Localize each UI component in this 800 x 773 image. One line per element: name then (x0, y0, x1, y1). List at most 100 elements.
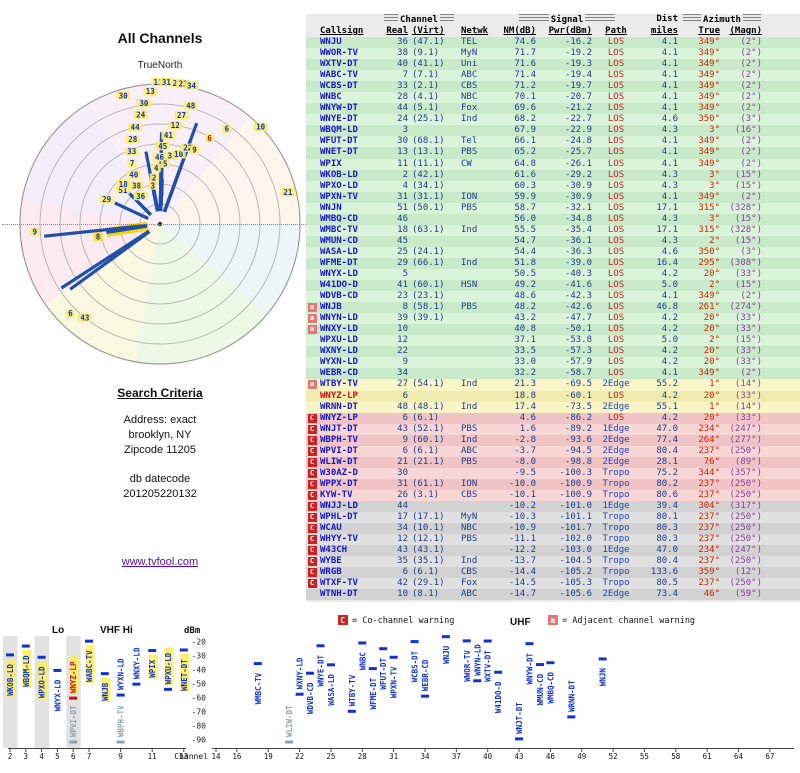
callsign-link[interactable]: WRGB (320, 567, 342, 578)
callsign-link[interactable]: WNJU (320, 37, 342, 47)
azimuth-magn-cell: (2°) (740, 191, 762, 202)
network-cell: ABC (461, 70, 478, 81)
callsign-link[interactable]: WBPH-TV (320, 434, 358, 445)
callsign-link[interactable]: WNET-DT (320, 147, 358, 158)
warning-marker: C (307, 524, 317, 534)
callsign-link[interactable]: WXTV-DT (320, 59, 358, 70)
azimuth-magn-cell: (33°) (734, 313, 762, 324)
callsign-link[interactable]: WFME-DT (320, 257, 358, 268)
callsign-link[interactable]: WMUN-CD (320, 235, 358, 246)
callsign-link[interactable]: WDVB-CD (320, 291, 358, 302)
network-cell: PBS (461, 423, 478, 434)
callsign-link[interactable]: W30AZ-D (320, 467, 358, 478)
callsign-link[interactable]: WPXN-TV (320, 191, 358, 202)
station-callsign-label: WNJB (101, 682, 110, 701)
callsign-link[interactable]: WASA-LD (320, 246, 358, 257)
callsign-link[interactable]: WNYE-DT (320, 114, 358, 125)
virtual-channel-cell: (31.1) (412, 191, 445, 202)
warning-marker-cell (306, 170, 318, 181)
real-channel-cell: 35 (397, 556, 408, 567)
real-channel-cell: 11 (397, 158, 408, 169)
warning-marker-cell (306, 125, 318, 136)
callsign-link[interactable]: WNJJ-LD (320, 500, 358, 511)
network-cell (454, 181, 494, 192)
path-cell: 1Edge (602, 423, 630, 434)
station-marker (285, 740, 294, 744)
nm-db-cell: 48.6 (514, 291, 536, 302)
pwr-dbm-cell: -100.3 (559, 467, 592, 478)
virtual-channel-cell: (58.1) (412, 302, 445, 313)
callsign-link[interactable]: WNYZ-LP (320, 390, 358, 401)
spectrum-station: W41DO-D (494, 670, 503, 713)
real-channel-cell: 6 (402, 567, 408, 578)
callsign-link[interactable]: WTXF-TV (320, 578, 358, 589)
station-callsign-label: WDVB-CD (306, 682, 315, 714)
callsign-link[interactable]: WHYY-TV (320, 534, 358, 545)
station-marker (462, 639, 471, 643)
callsign-link[interactable]: WPXO-LD (320, 180, 358, 191)
callsign-link[interactable]: WMBQ-CD (320, 213, 358, 224)
path-cell: 2Edge (602, 434, 630, 445)
callsign-link[interactable]: WTBY-TV (320, 379, 358, 390)
callsign-link[interactable]: WCBS-DT (320, 81, 358, 92)
station-marker (389, 655, 398, 659)
network-cell: ION (461, 478, 478, 489)
tvfool-link[interactable]: www.tvfool.com (121, 556, 199, 568)
path-cell: LOS (607, 114, 625, 125)
station-marker (483, 639, 492, 643)
callsign-link[interactable]: WLIW-DT (320, 456, 358, 467)
callsign-link[interactable]: KYW-TV (320, 489, 353, 500)
spectrum-station: WNJN (598, 657, 608, 686)
callsign-link[interactable]: WNYW-DT (320, 103, 358, 114)
polar-label-bg (115, 185, 130, 195)
callsign-link[interactable]: WNJB (320, 302, 342, 313)
spectrum-station: WNYW-DT (525, 642, 535, 685)
station-marker (473, 679, 482, 683)
nm-db-cell: 55.5 (514, 224, 536, 235)
station-marker (295, 692, 304, 696)
path-cell: LOS (607, 81, 625, 92)
station-highlight (180, 653, 190, 692)
callsign-link[interactable]: WNBC (320, 92, 342, 103)
spectrum-station: WRNN-DT (567, 680, 576, 719)
azimuth-magn-cell: (12°) (734, 567, 762, 578)
callsign-link[interactable]: WNYZ-LP (320, 412, 358, 423)
path-cell: LOS (607, 92, 625, 103)
polar-channel-label: 40 (129, 170, 139, 179)
callsign-link[interactable]: WYXN-LD (320, 357, 358, 368)
callsign-link[interactable]: WPIX (320, 158, 342, 169)
callsign-link[interactable]: WNXY-LD (320, 324, 358, 335)
callsign-link[interactable]: WPPX-DT (320, 478, 358, 489)
callsign-link[interactable]: WKOB-LD (320, 169, 358, 180)
station-marker (53, 668, 62, 672)
channel-tick-label: 22 (295, 752, 304, 761)
callsign-link[interactable]: WBQM-LD (320, 125, 358, 136)
callsign-link[interactable]: WEBR-CD (320, 368, 358, 379)
callsign-link[interactable]: WMBC-TV (320, 224, 358, 235)
callsign-link[interactable]: WFUT-DT (320, 136, 358, 147)
callsign-link[interactable]: WXNY-LD (320, 346, 358, 357)
callsign-link[interactable]: WNYX-LD (320, 268, 358, 279)
real-header: Real (386, 26, 408, 36)
station-callsign-label: WNYZ-LP (69, 661, 78, 693)
nm-db-cell: 43.2 (514, 313, 536, 324)
callsign-link[interactable]: W41DO-D (320, 280, 358, 291)
polar-channel-label: 21 (283, 188, 293, 197)
warning-marker-cell (306, 136, 318, 147)
callsign-link[interactable]: WTNH-DT (320, 589, 358, 600)
callsign-link[interactable]: WYBE (320, 556, 342, 567)
network-cell (454, 269, 494, 280)
station-highlight (6, 658, 16, 697)
callsign-link[interactable]: WPVI-DT (320, 445, 358, 456)
callsign-link[interactable]: WABC-TV (320, 70, 358, 81)
callsign-link[interactable]: WPXU-LD (320, 335, 358, 346)
spectrum-station: WXTV-DT (483, 639, 493, 682)
callsign-link[interactable]: WPHL-DT (320, 512, 358, 523)
callsign-link[interactable]: WNJN (320, 202, 342, 213)
callsign-link[interactable]: WRNN-DT (320, 401, 358, 412)
callsign-link[interactable]: W43CH (320, 545, 348, 556)
callsign-link[interactable]: WNJT-DT (320, 423, 358, 434)
callsign-link[interactable]: WCAU (320, 523, 342, 534)
callsign-link[interactable]: WWOR-TV (320, 48, 358, 59)
callsign-link[interactable]: WNYN-LD (320, 313, 358, 324)
